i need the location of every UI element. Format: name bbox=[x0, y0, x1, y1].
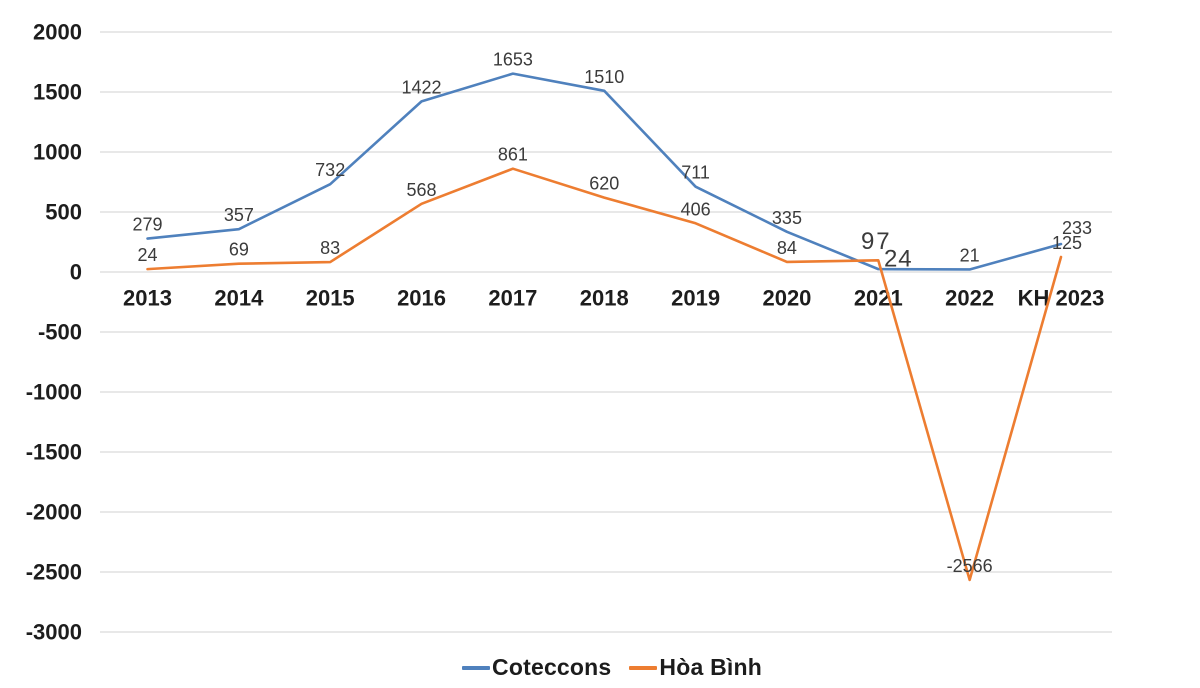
data-label: 83 bbox=[320, 238, 340, 258]
x-category-label: KH 2023 bbox=[1018, 286, 1105, 311]
data-label: 125 bbox=[1052, 233, 1082, 253]
coteccons-line-swatch-icon bbox=[462, 665, 491, 670]
series-line-coteccons bbox=[146, 72, 1063, 271]
data-label: 279 bbox=[132, 215, 162, 235]
data-label: 1422 bbox=[402, 77, 442, 97]
data-label: 1510 bbox=[584, 67, 624, 87]
data-label: 732 bbox=[315, 160, 345, 180]
y-tick-label: -1500 bbox=[26, 440, 82, 465]
legend-label-coteccons: Coteccons bbox=[492, 654, 612, 680]
legend-item-coteccons: Coteccons bbox=[462, 654, 611, 681]
chart-legend: Coteccons Hòa Bình bbox=[12, 654, 1200, 681]
x-category-label: 2013 bbox=[123, 286, 172, 311]
x-category-label: 2020 bbox=[762, 286, 811, 311]
y-tick-label: 1500 bbox=[33, 80, 82, 105]
y-tick-label: 500 bbox=[45, 200, 82, 225]
data-label: 1653 bbox=[493, 50, 533, 70]
data-label: 21 bbox=[960, 245, 980, 265]
y-tick-label: 0 bbox=[70, 260, 82, 285]
data-label: 69 bbox=[229, 240, 249, 260]
data-label: 233 bbox=[1062, 218, 1092, 238]
data-label: 357 bbox=[224, 205, 254, 225]
data-label: 620 bbox=[589, 174, 619, 194]
y-tick-label: 1000 bbox=[33, 140, 82, 165]
data-label: 97 bbox=[861, 228, 892, 255]
legend-item-hoa-binh: Hòa Bình bbox=[629, 654, 762, 681]
legend-label-hoa-binh: Hòa Bình bbox=[659, 654, 762, 680]
x-category-label: 2016 bbox=[397, 286, 446, 311]
data-label: 84 bbox=[777, 238, 797, 258]
data-label: 406 bbox=[681, 199, 711, 219]
x-category-label: 2021 bbox=[854, 286, 903, 311]
y-tick-label: -500 bbox=[38, 320, 82, 345]
y-tick-label: -1000 bbox=[26, 380, 82, 405]
data-label: 335 bbox=[772, 208, 802, 228]
x-category-label: 2017 bbox=[488, 286, 537, 311]
y-tick-label: 2000 bbox=[33, 20, 82, 45]
data-label: -2566 bbox=[947, 556, 993, 576]
data-label: 711 bbox=[681, 163, 710, 183]
data-label: 24 bbox=[137, 245, 157, 265]
data-label: 24 bbox=[884, 246, 913, 273]
hoa-binh-line-swatch-icon bbox=[629, 665, 658, 670]
x-category-label: 2018 bbox=[580, 286, 629, 311]
x-category-label: 2022 bbox=[945, 286, 994, 311]
y-tick-label: -2000 bbox=[26, 500, 82, 525]
data-label: 861 bbox=[498, 145, 528, 165]
series-line-hoa-binh bbox=[146, 167, 1063, 582]
data-label: 568 bbox=[407, 180, 437, 200]
y-tick-label: -3000 bbox=[26, 620, 82, 645]
y-tick-label: -2500 bbox=[26, 560, 82, 585]
x-category-label: 2019 bbox=[671, 286, 720, 311]
x-category-label: 2015 bbox=[306, 286, 355, 311]
x-category-label: 2014 bbox=[214, 286, 264, 311]
